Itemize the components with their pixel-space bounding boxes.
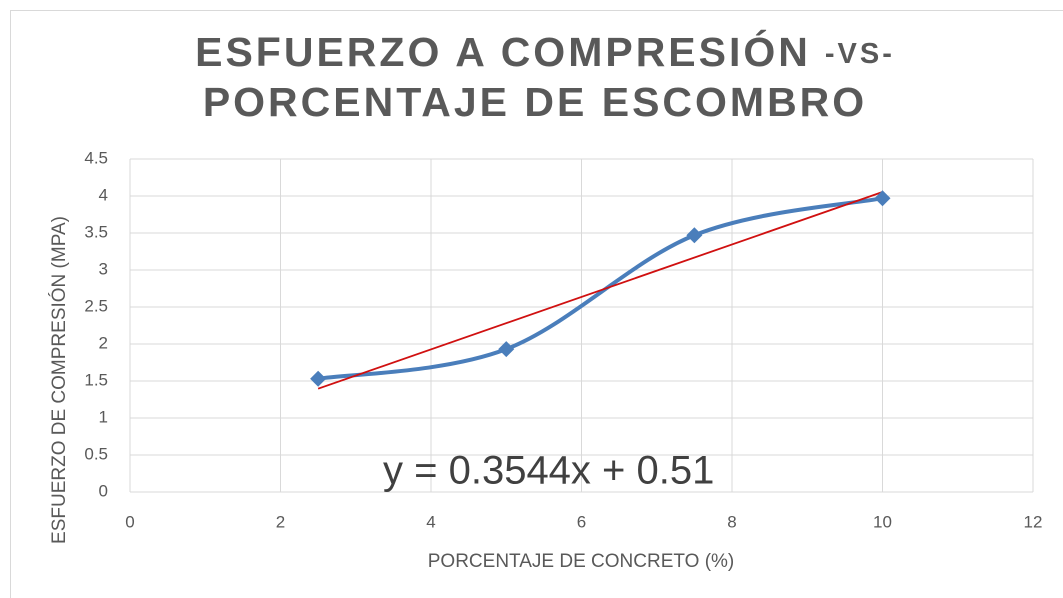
chart-title: ESFUERZO A COMPRESIÓN -VS- PORCENTAJE DE E… xyxy=(195,29,895,125)
y-tick-label: 4 xyxy=(99,185,108,204)
y-tick-label: 1.5 xyxy=(84,370,108,389)
point xyxy=(874,190,891,207)
x-tick-label: 2 xyxy=(276,512,285,531)
x-tick-label: 0 xyxy=(125,512,134,531)
title-line: PORCENTAJE DE ESCOMBRO xyxy=(203,79,867,125)
y-tick-label: 3.5 xyxy=(84,222,108,241)
x-axis-label: PORCENTAJE DE CONCRETO (%) xyxy=(428,551,735,572)
y-tick-label: 0.5 xyxy=(84,444,108,463)
point xyxy=(310,370,327,387)
y-tick-label: 2.5 xyxy=(84,296,108,315)
x-tick-label: 4 xyxy=(426,512,435,531)
point xyxy=(498,341,515,358)
x-tick-label: 10 xyxy=(873,512,892,531)
y-tick-label: 1 xyxy=(99,407,108,426)
y-tick-label: 2 xyxy=(99,333,108,352)
point xyxy=(686,227,703,244)
x-tick-label: 6 xyxy=(577,512,586,531)
y-tick-label: 3 xyxy=(99,259,108,278)
trendline xyxy=(317,191,883,390)
x-tick-label: 8 xyxy=(727,512,736,531)
trendline-equation: y = 0.3544x + 0.51 xyxy=(383,449,714,493)
series-line xyxy=(317,196,883,381)
title-suffix: -VS- xyxy=(825,38,895,70)
y-tick-label: 4.5 xyxy=(84,148,108,167)
x-tick-label: 12 xyxy=(1024,512,1043,531)
title-line: ESFUERZO A COMPRESIÓN xyxy=(195,29,811,75)
chart-border xyxy=(10,10,1063,598)
y-axis-label: ESFUERZO DE COMPRESIÓN (MPA) xyxy=(48,216,70,544)
y-tick-label: 0 xyxy=(99,481,108,500)
